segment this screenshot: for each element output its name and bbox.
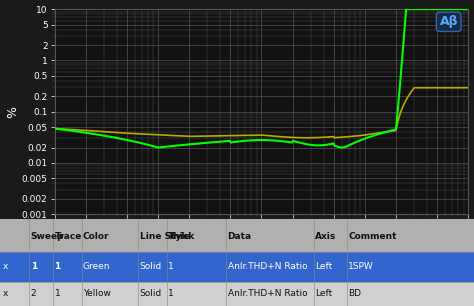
Text: Color: Color — [83, 232, 109, 241]
Text: 1SPW: 1SPW — [348, 262, 374, 271]
Bar — [0, 282, 474, 306]
Text: x: x — [2, 289, 8, 298]
Text: Sweep: Sweep — [31, 232, 64, 241]
Text: Anlr.THD+N Ratio: Anlr.THD+N Ratio — [228, 289, 307, 298]
Text: Comment: Comment — [348, 232, 397, 241]
Text: 1: 1 — [31, 262, 37, 271]
Text: Thick: Thick — [168, 232, 195, 241]
Text: 1: 1 — [55, 289, 60, 298]
Text: Line Style: Line Style — [140, 232, 191, 241]
Bar — [0, 219, 474, 252]
Text: Data: Data — [228, 232, 252, 241]
Text: x: x — [2, 262, 8, 271]
Text: Yellow: Yellow — [83, 289, 111, 298]
Text: Solid: Solid — [140, 262, 162, 271]
Bar — [0, 252, 474, 282]
Y-axis label: %: % — [6, 106, 19, 118]
Text: 1: 1 — [168, 289, 174, 298]
Text: BD: BD — [348, 289, 361, 298]
Text: 2: 2 — [31, 289, 36, 298]
Text: Anlr.THD+N Ratio: Anlr.THD+N Ratio — [228, 262, 307, 271]
Text: Axis: Axis — [315, 232, 337, 241]
Text: Left: Left — [315, 262, 332, 271]
Text: Left: Left — [315, 289, 332, 298]
X-axis label: W: W — [255, 232, 268, 244]
Text: Aβ: Aβ — [439, 15, 458, 28]
Text: 1: 1 — [168, 262, 174, 271]
Text: Trace: Trace — [55, 232, 82, 241]
Text: 1: 1 — [55, 262, 61, 271]
Text: Green: Green — [83, 262, 110, 271]
Text: Solid: Solid — [140, 289, 162, 298]
